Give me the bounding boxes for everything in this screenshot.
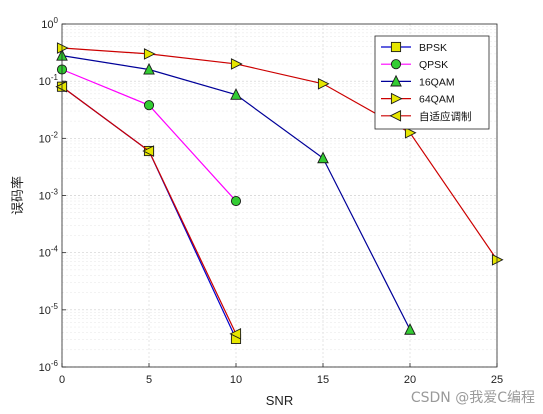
data-point: [56, 42, 69, 54]
series-layer: [55, 42, 504, 344]
y-tick-base: 10: [41, 19, 53, 31]
data-point: [143, 48, 156, 60]
data-point: [491, 253, 504, 266]
grid-layer: [61, 24, 498, 368]
data-point: [404, 126, 417, 139]
legend-label: 自适应调制: [419, 110, 472, 123]
legend-marker: [390, 74, 402, 87]
y-tick-base: 10: [39, 133, 51, 145]
x-tick-label: 10: [230, 374, 242, 386]
y-tick-exponent: -5: [51, 302, 59, 311]
legend-marker: [390, 41, 402, 53]
legend-item: 64QAM: [381, 92, 455, 106]
data-point: [230, 88, 242, 100]
watermark-text: CSDN @我爱C编程: [411, 390, 535, 406]
x-tick-label: 25: [491, 374, 503, 386]
legend-marker: [390, 59, 402, 70]
y-tick-exponent: 0: [54, 16, 59, 25]
y-tick-label: 100: [41, 16, 58, 31]
y-tick-label: 10-5: [39, 302, 59, 317]
y-tick-label: 10-4: [39, 245, 59, 260]
legend-marker: [390, 92, 403, 105]
data-point: [404, 323, 416, 335]
x-tick-label: 0: [59, 374, 65, 386]
series-4: [56, 42, 504, 266]
legend-item: QPSK: [381, 59, 448, 71]
legend-marker: [389, 109, 402, 122]
legend-label: BPSK: [419, 42, 447, 54]
y-tick-exponent: -3: [51, 188, 59, 197]
data-point: [317, 151, 329, 164]
legend-item: 16QAM: [381, 74, 455, 88]
y-tick-base: 10: [39, 191, 51, 203]
legend-label: QPSK: [419, 59, 448, 71]
data-point: [229, 328, 242, 340]
y-tick-label: 10-1: [39, 73, 59, 88]
y-tick-exponent: -2: [51, 130, 59, 139]
legend-label: 16QAM: [419, 76, 455, 88]
data-point: [143, 62, 155, 75]
y-tick-exponent: -6: [51, 359, 59, 368]
y-tick-label: 10-6: [39, 359, 59, 374]
y-tick-exponent: -1: [51, 73, 59, 82]
data-point: [230, 195, 242, 207]
series-5: [55, 80, 242, 340]
data-point: [142, 145, 155, 157]
legend-item: BPSK: [381, 41, 447, 54]
y-tick-base: 10: [39, 362, 51, 374]
legend-item: 自适应调制: [381, 110, 472, 123]
x-tick-label: 20: [404, 374, 416, 386]
x-tick-label: 15: [317, 374, 329, 386]
data-point: [317, 77, 330, 90]
y-axis-title: 误码率: [10, 176, 25, 215]
data-point: [230, 58, 243, 70]
data-point: [143, 100, 155, 111]
y-tick-exponent: -4: [51, 245, 59, 254]
series-line: [61, 47, 498, 261]
legend: BPSK QPSK 16QAM 64QAM 自适应调制: [374, 35, 490, 130]
x-tick-label: 5: [146, 374, 152, 386]
y-tick-label: 10-3: [39, 188, 59, 203]
y-tick-base: 10: [39, 248, 51, 260]
y-tick-base: 10: [39, 76, 51, 88]
y-tick-label: 10-2: [39, 130, 59, 145]
legend-label: 64QAM: [419, 94, 455, 106]
data-point: [55, 80, 68, 93]
x-axis-ticks: 0 5 10 15 20 25: [59, 363, 503, 386]
x-axis-title: SNR: [266, 393, 293, 408]
y-tick-base: 10: [39, 305, 51, 317]
series-2: [56, 64, 242, 207]
